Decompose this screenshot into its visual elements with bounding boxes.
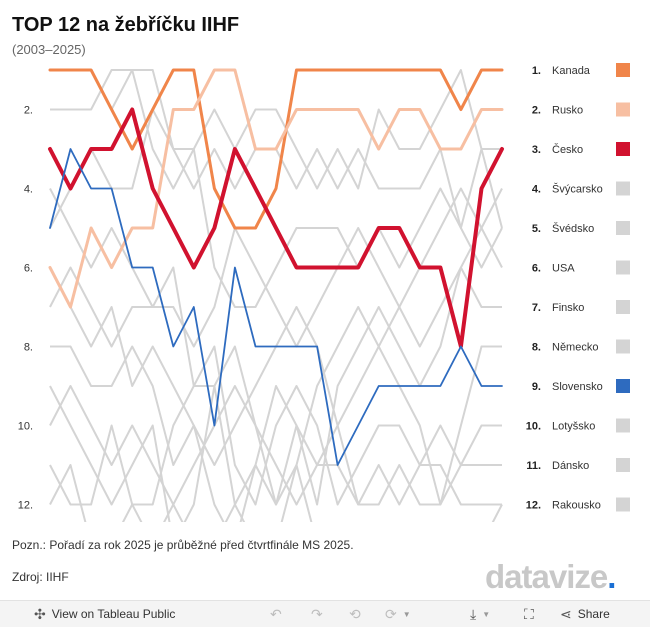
legend-label: USA <box>552 263 575 275</box>
y-tick-label: 2. <box>24 105 33 117</box>
redo-icon: ↷ <box>311 606 323 622</box>
download-dropdown-icon: ▼ <box>482 609 491 619</box>
legend-label: Slovensko <box>552 381 603 393</box>
legend-swatch <box>616 458 630 472</box>
legend-label: Finsko <box>552 302 584 314</box>
legend-label: Rusko <box>552 105 583 117</box>
highlighted-lines <box>48 68 504 466</box>
series-line-other <box>49 385 502 506</box>
legend-label: Dánsko <box>552 460 589 472</box>
tableau-toolbar: ✣ View on Tableau Public ↶ ↷ ⟲ ⟳ ▼ ⤓ ▼ ⛶ ⋖… <box>0 600 650 627</box>
download-button[interactable]: ⤓ ▼ <box>470 607 490 621</box>
legend-rank: 10. <box>526 421 541 433</box>
legend-rank: 1. <box>532 65 541 77</box>
series-line-other <box>50 69 502 190</box>
revert-button[interactable]: ⟲ <box>349 607 361 621</box>
legend-rank: 11. <box>526 460 541 472</box>
legend[interactable]: 1. Kanada 2. Rusko 3. Česko 4. Švýcarsko 5. Švéds… <box>526 63 630 512</box>
series-line-kanada <box>48 68 504 230</box>
legend-rank: 3. <box>532 144 541 156</box>
legend-rank: 6. <box>532 263 541 275</box>
y-tick-label: 8. <box>24 342 33 354</box>
undo-button[interactable]: ↶ <box>270 607 282 621</box>
source-note: Zdroj: IIHF <box>12 570 69 584</box>
share-button[interactable]: ⋖ Share <box>560 607 610 621</box>
tableau-icon: ✣ <box>34 606 46 622</box>
legend-rank: 12. <box>526 500 541 512</box>
undo-icon: ↶ <box>270 606 282 622</box>
series-line-cesko <box>48 107 504 349</box>
download-icon: ⤓ <box>470 606 477 622</box>
legend-swatch <box>616 142 630 156</box>
view-on-tableau-button[interactable]: ✣ View on Tableau Public <box>34 607 175 621</box>
series-line-other <box>49 464 503 522</box>
legend-swatch <box>616 497 630 512</box>
chart-subtitle: (2003–2025) <box>12 42 86 57</box>
legend-rank: 5. <box>532 223 541 235</box>
redo-button[interactable]: ↷ <box>311 607 323 621</box>
refresh-icon: ⟳ <box>385 606 397 622</box>
legend-label: Lotyšsko <box>552 421 595 433</box>
logo-text: datavize <box>485 558 608 595</box>
legend-swatch <box>616 260 630 275</box>
legend-swatch <box>616 221 630 235</box>
legend-swatch <box>616 63 630 77</box>
series-line-other <box>49 187 503 348</box>
legend-rank: 8. <box>532 342 541 354</box>
series-line-other <box>49 108 503 308</box>
legend-swatch <box>616 418 630 433</box>
y-tick-label: 10. <box>18 421 33 433</box>
legend-label: Česko <box>552 143 583 156</box>
legend-swatch <box>616 339 630 354</box>
series-line-other <box>49 227 503 506</box>
legend-label: Švédsko <box>552 222 594 235</box>
share-icon: ⋖ <box>560 606 572 622</box>
legend-swatch <box>616 300 630 314</box>
legend-swatch <box>616 102 630 117</box>
legend-swatch <box>616 181 630 196</box>
legend-rank: 9. <box>532 381 541 393</box>
logo-dot: . <box>607 558 616 595</box>
legend-rank: 7. <box>532 302 541 314</box>
view-on-tableau-label: View on Tableau Public <box>51 607 176 621</box>
y-tick-label: 12. <box>18 500 33 512</box>
refresh-dropdown-icon: ▼ <box>402 609 411 619</box>
y-axis: 2. 4. 6. 8. 10. 12. <box>18 105 33 512</box>
datavize-logo[interactable]: datavize. <box>485 558 616 596</box>
legend-swatch <box>616 379 630 393</box>
fullscreen-button[interactable]: ⛶ <box>524 607 534 621</box>
chart-title: TOP 12 na žebříčku IIHF <box>12 14 240 36</box>
revert-icon: ⟲ <box>349 606 361 622</box>
legend-rank: 2. <box>532 105 541 117</box>
legend-rank: 4. <box>532 184 541 196</box>
refresh-button[interactable]: ⟳ ▼ <box>385 607 411 621</box>
ranking-chart: 2. 4. 6. 8. 10. 12. 1. Kanada 2. Rusko 3. Česko 4. Š… <box>18 63 630 522</box>
y-tick-label: 6. <box>24 263 33 275</box>
y-tick-label: 4. <box>24 184 33 196</box>
legend-label: Rakousko <box>552 500 601 512</box>
fullscreen-icon: ⛶ <box>524 606 534 622</box>
footnote: Pozn.: Pořadí za rok 2025 je průběžné př… <box>12 538 354 552</box>
series-line-slovensko <box>49 148 503 466</box>
legend-label: Švýcarsko <box>552 183 603 196</box>
legend-label: Německo <box>552 342 598 354</box>
share-label: Share <box>577 607 610 621</box>
legend-label: Kanada <box>552 65 591 77</box>
